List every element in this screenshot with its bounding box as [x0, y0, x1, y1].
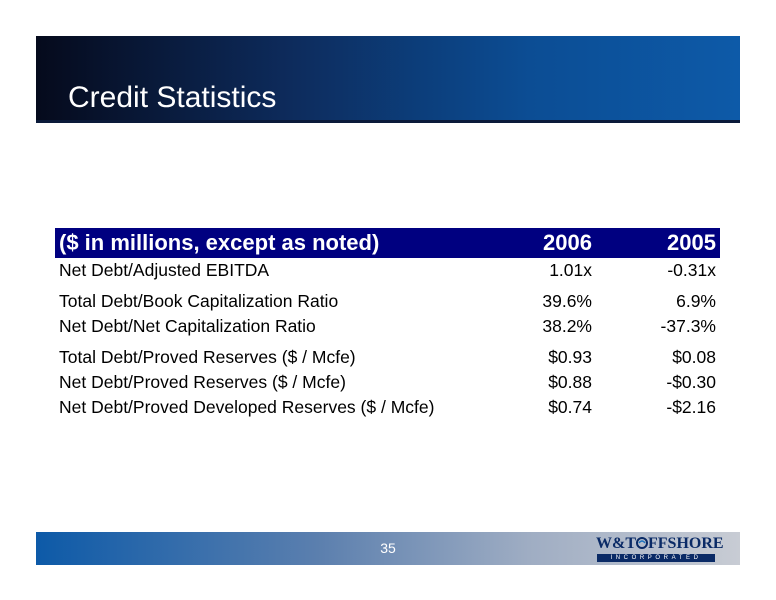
header-label: ($ in millions, except as noted): [59, 230, 380, 255]
header-2006: 2006: [543, 230, 592, 255]
value-2005: $0.08: [672, 347, 716, 367]
value-2006: $0.74: [548, 397, 592, 417]
row-label: Total Debt/Book Capitalization Ratio: [59, 291, 339, 311]
row-label: Net Debt/Adjusted EBITDA: [59, 260, 270, 280]
row-label: Net Debt/Net Capitalization Ratio: [59, 316, 316, 336]
table-row: Net Debt/Proved Reserves ($ / Mcfe) $0.8…: [55, 370, 720, 395]
table-row: Net Debt/Adjusted EBITDA 1.01x -0.31x: [55, 258, 720, 283]
row-label: Net Debt/Proved Reserves ($ / Mcfe): [59, 372, 346, 392]
header-2005: 2005: [667, 230, 716, 255]
company-logo: W&T FFSHORE INCORPORATED: [596, 535, 724, 563]
table-header: ($ in millions, except as noted) 2006 20…: [55, 228, 720, 258]
value-2005: -0.31x: [667, 260, 716, 280]
logo-wordmark: W&T FFSHORE: [596, 535, 724, 553]
table-row: Total Debt/Proved Reserves ($ / Mcfe) $0…: [55, 345, 720, 370]
table-row: Total Debt/Book Capitalization Ratio 39.…: [55, 289, 720, 314]
logo-subtitle: INCORPORATED: [597, 554, 715, 562]
value-2005: -$0.30: [666, 372, 716, 392]
value-2006: 1.01x: [549, 260, 592, 280]
row-label: Total Debt/Proved Reserves ($ / Mcfe): [59, 347, 356, 367]
table-row: Net Debt/Proved Developed Reserves ($ / …: [55, 395, 720, 420]
logo-prefix: W&T: [596, 535, 636, 552]
title-divider: [36, 120, 740, 123]
value-2006: $0.93: [548, 347, 592, 367]
value-2005: -$2.16: [666, 397, 716, 417]
table-row: Net Debt/Net Capitalization Ratio 38.2% …: [55, 314, 720, 339]
swirl-o-icon: [636, 537, 648, 549]
credit-statistics-table: ($ in millions, except as noted) 2006 20…: [55, 228, 720, 420]
value-2006: 38.2%: [542, 316, 592, 336]
value-2005: 6.9%: [676, 291, 716, 311]
logo-suffix: FFSHORE: [648, 535, 724, 552]
row-label: Net Debt/Proved Developed Reserves ($ / …: [59, 397, 435, 417]
value-2006: 39.6%: [542, 291, 592, 311]
title-bar: [36, 36, 740, 120]
page-number: 35: [380, 540, 396, 556]
slide-title: Credit Statistics: [68, 81, 277, 114]
value-2006: $0.88: [548, 372, 592, 392]
value-2005: -37.3%: [660, 316, 716, 336]
